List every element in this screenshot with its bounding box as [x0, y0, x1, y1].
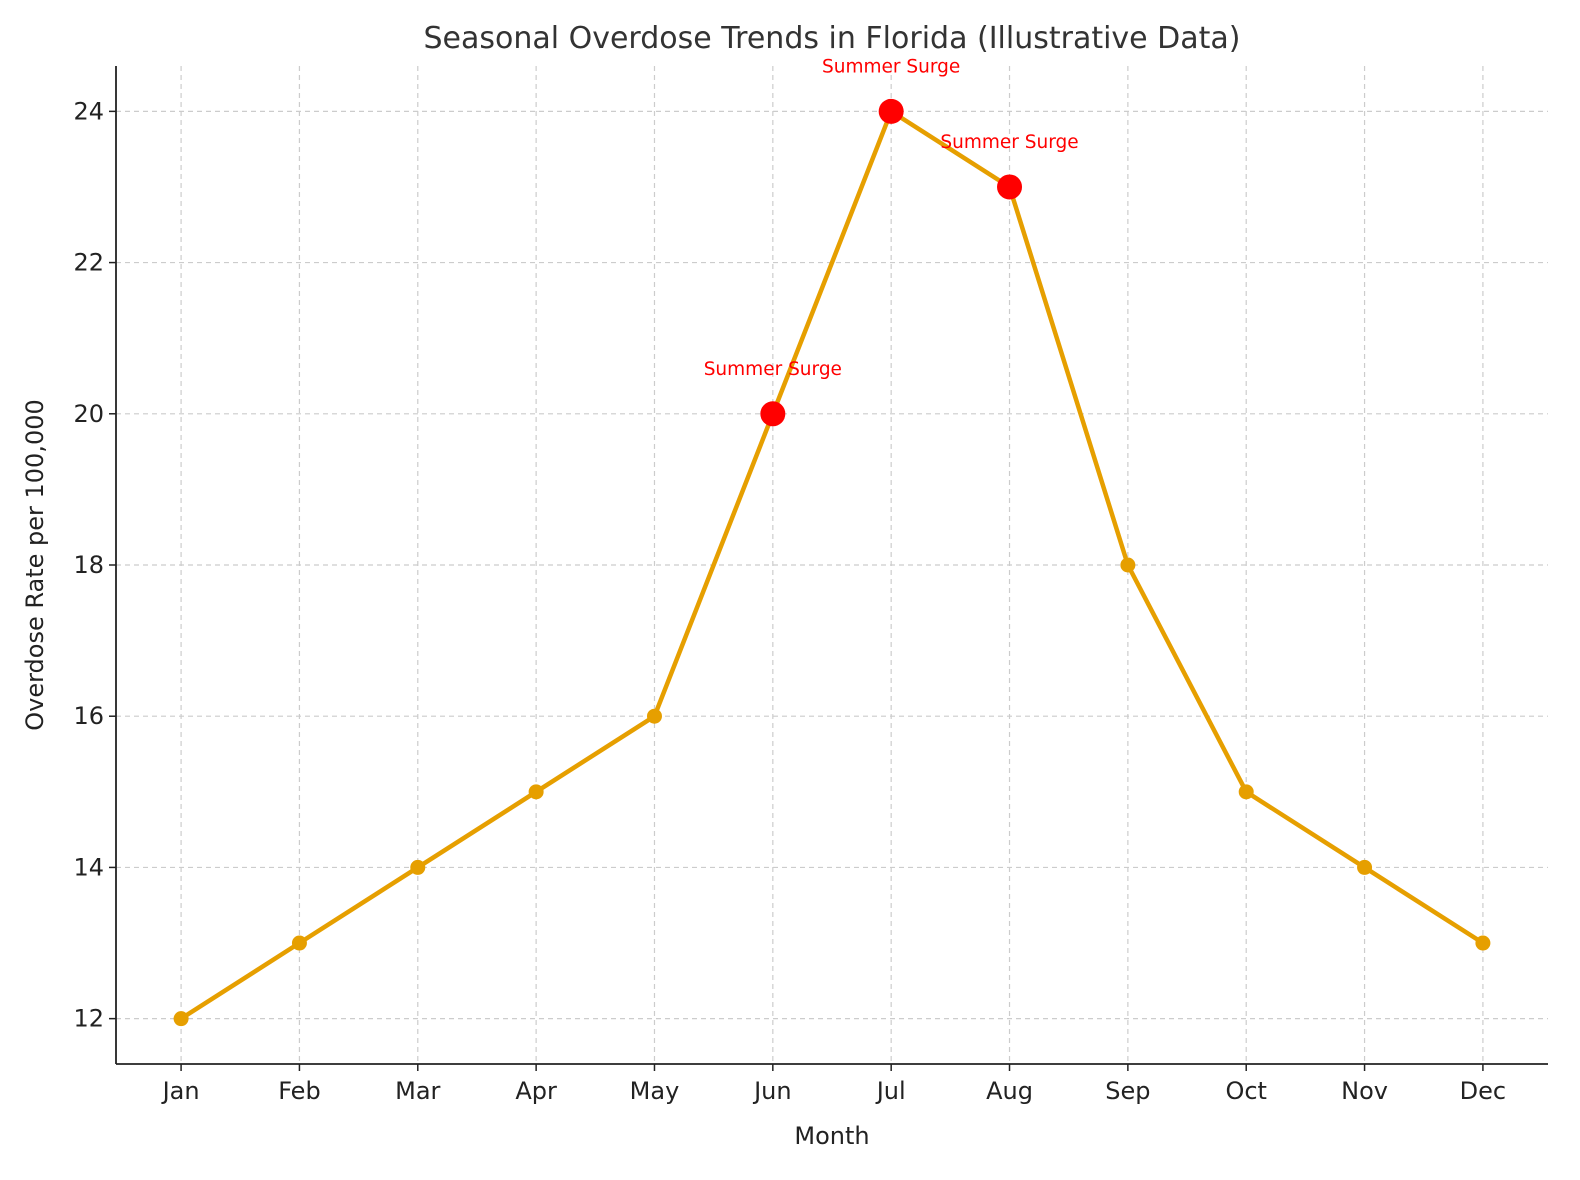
x-tick-label: May [630, 1077, 680, 1105]
y-tick-label: 22 [73, 249, 104, 277]
x-tick-label: Aug [986, 1077, 1033, 1105]
x-tick-label: Nov [1341, 1077, 1388, 1105]
x-tick-label: Feb [278, 1077, 321, 1105]
data-point [1238, 784, 1254, 800]
x-axis-label: Month [794, 1122, 869, 1150]
data-point [1475, 935, 1491, 951]
grid [116, 66, 1548, 1064]
y-tick-label: 18 [73, 551, 104, 579]
annotation-label: Summer Surge [704, 359, 842, 380]
x-tick-label: Oct [1225, 1077, 1267, 1105]
data-point [291, 935, 307, 951]
annotation-label: Summer Surge [940, 132, 1078, 153]
highlight-point [878, 98, 904, 124]
y-tick-label: 12 [73, 1005, 104, 1033]
x-tick-label: Dec [1460, 1077, 1506, 1105]
y-tick-label: 16 [73, 702, 104, 730]
y-tick-label: 20 [73, 400, 104, 428]
data-point [410, 859, 426, 875]
x-tick-label: Jan [161, 1077, 200, 1105]
series: Summer Surge Summer Surge Summer Surge [173, 56, 1491, 1027]
data-point [1357, 859, 1373, 875]
y-axis-label: Overdose Rate per 100,000 [21, 399, 49, 731]
x-tick-label: Jun [752, 1077, 792, 1105]
data-point [1120, 557, 1136, 573]
data-point [646, 708, 662, 724]
y-tick-label: 14 [73, 853, 104, 881]
data-point [173, 1011, 189, 1027]
chart-title: Seasonal Overdose Trends in Florida (Ill… [423, 21, 1240, 56]
x-tick-label: Jul [875, 1077, 906, 1105]
axes: Jan Feb Mar Apr May Jun Jul Aug Sep Oct Nov Dec 12 14… [73, 66, 1548, 1105]
annotation-label: Summer Surge [822, 56, 960, 77]
data-point [528, 784, 544, 800]
highlight-point [997, 174, 1023, 200]
x-tick-label: Sep [1105, 1077, 1150, 1105]
data-line [179, 109, 1485, 1021]
y-tick-label: 24 [73, 97, 104, 125]
x-tick-label: Apr [515, 1077, 557, 1105]
highlight-point [760, 401, 786, 427]
x-tick-label: Mar [395, 1077, 440, 1105]
